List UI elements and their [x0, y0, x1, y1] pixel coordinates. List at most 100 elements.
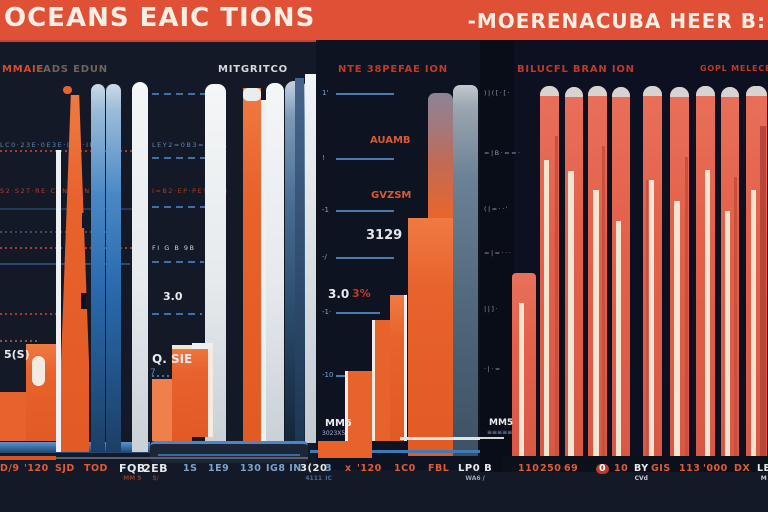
- gridline: [152, 375, 172, 377]
- grid-label: )|([·[·: [484, 89, 511, 97]
- bar-stripe: [616, 221, 621, 462]
- x-axis-label: 130: [240, 463, 262, 474]
- panel-label: MMAIE: [2, 64, 45, 75]
- panel-label: MITGRITCO: [218, 64, 288, 75]
- x-axis-label: 1C0: [394, 463, 416, 474]
- annotation: AUAMB: [370, 135, 411, 146]
- grid-tick-label: !: [322, 154, 325, 162]
- bg-panel4-axis-zone: [480, 40, 514, 472]
- bar-cap: [588, 86, 607, 96]
- x-axis-label: 1E9: [208, 463, 230, 474]
- panel-label: NTE 38PEFAE ION: [338, 64, 448, 75]
- x-axis-label: '120: [24, 463, 49, 474]
- grid-label: ||]·: [484, 305, 499, 313]
- gridline: [0, 313, 58, 315]
- bar: [243, 88, 261, 443]
- bar: [372, 320, 390, 441]
- x-axis-label: IG8 IN: [266, 463, 302, 474]
- x-axis-label: LP0 B WA6 /: [458, 463, 493, 483]
- x-axis-label: 3(20 4111: [300, 463, 328, 483]
- grid-label: LEY2=0B3=BPSA: [152, 141, 229, 149]
- annotation: 3129: [366, 228, 403, 243]
- bar-cap: [643, 86, 662, 96]
- bar-stripe: [725, 211, 730, 462]
- annotation: 3.0: [328, 287, 350, 301]
- bar-stripe: [685, 157, 688, 462]
- x-axis-sublabel: IC: [325, 475, 332, 482]
- bar: [670, 87, 689, 462]
- grid-label: (|=··': [484, 205, 510, 213]
- panel-3: 1'! -1 -/ -1· -10 AUAMB GVZSM 3129 3.0 3% MM5 3023X…: [318, 0, 480, 512]
- bar: [612, 87, 630, 462]
- bar: [512, 273, 536, 458]
- annotation: 3023X5: [322, 430, 346, 437]
- bar: [746, 86, 767, 462]
- bar-stripe: [646, 180, 648, 462]
- bar: [91, 84, 105, 452]
- bar-stripe: [568, 171, 574, 462]
- x-axis-label: 69: [564, 463, 579, 474]
- bar: [172, 345, 192, 441]
- x-axis-sublabel: M: [760, 475, 767, 482]
- bar-stripe: [404, 295, 407, 441]
- x-axis-label: 10: [614, 463, 629, 474]
- gridline: [336, 158, 394, 160]
- grid-tick-label: -10: [322, 371, 334, 379]
- orange-dot-panel1: [63, 86, 72, 94]
- x-axis-label: 113: [679, 463, 701, 474]
- bar-stripe: [760, 126, 766, 462]
- base-gray-line: [56, 457, 308, 459]
- x-axis-label: GIS: [651, 463, 671, 474]
- x-axis-label: 1S: [183, 463, 198, 474]
- baseline-white-panel4: [480, 437, 504, 439]
- annotation: MM5: [325, 418, 352, 429]
- bar-stripe: [172, 345, 192, 349]
- x-axis-sublabel: MM 5: [123, 475, 142, 482]
- bar: [192, 343, 213, 437]
- baseline-blue-panel3: [310, 450, 480, 453]
- bar-cap: [746, 86, 767, 96]
- gridline: [336, 257, 394, 259]
- separator-blue-bar: [295, 78, 304, 443]
- gridline: [336, 210, 394, 212]
- grid-label: =|B·==·: [484, 149, 522, 157]
- base-dark-strip-right: [502, 456, 768, 472]
- annotation: Q. SIE: [152, 352, 193, 366]
- bar: [428, 93, 453, 218]
- bar-cap: [670, 87, 689, 97]
- bar: [152, 379, 172, 441]
- panel-label: BILUCFL BRAN ION: [517, 64, 635, 75]
- grid-tick-label: -/: [322, 253, 327, 261]
- gridline: [152, 93, 208, 95]
- bar: [540, 86, 559, 462]
- x-axis-sublabel: WA6 /: [465, 475, 485, 482]
- baseline-white-panel3: [400, 437, 480, 440]
- x-axis-label: D/9: [0, 463, 20, 474]
- x-axis-label: FQB MM 5: [119, 462, 146, 482]
- banner-title-left: OCEANS EAIC TIONS: [4, 3, 316, 33]
- bar-stripe: [243, 88, 261, 101]
- grid-label: S2·S2T·RE·CANN·ENNE: [0, 187, 103, 195]
- x-axis-sublabel: 4111: [305, 475, 323, 482]
- annotation: 5(S): [4, 348, 30, 361]
- x-axis-label: 3 IC: [325, 463, 333, 483]
- gridline: [152, 313, 202, 315]
- bar-stripe: [519, 303, 524, 458]
- x-axis-label: DX: [734, 463, 751, 474]
- x-axis-label: 0: [596, 464, 610, 474]
- base-platform-inner-line: [158, 454, 300, 456]
- bar-stripe: [705, 170, 710, 462]
- bar-stripe: [602, 146, 605, 462]
- grid-tick-label: -1: [322, 206, 329, 214]
- x-axis-label: 110: [518, 463, 540, 474]
- x-axis-sublabel: 5/: [152, 475, 159, 482]
- bar-cap: [612, 87, 630, 97]
- bar: [408, 218, 453, 456]
- x-axis-label: '000: [703, 463, 728, 474]
- base-orange-strip-panel3: [318, 441, 372, 458]
- bar: [266, 83, 284, 443]
- x-axis-label: BY CVd: [634, 463, 649, 483]
- x-axis-label: FBL: [428, 463, 450, 474]
- annotation: 3%: [352, 287, 371, 300]
- bar-stripe: [192, 343, 213, 349]
